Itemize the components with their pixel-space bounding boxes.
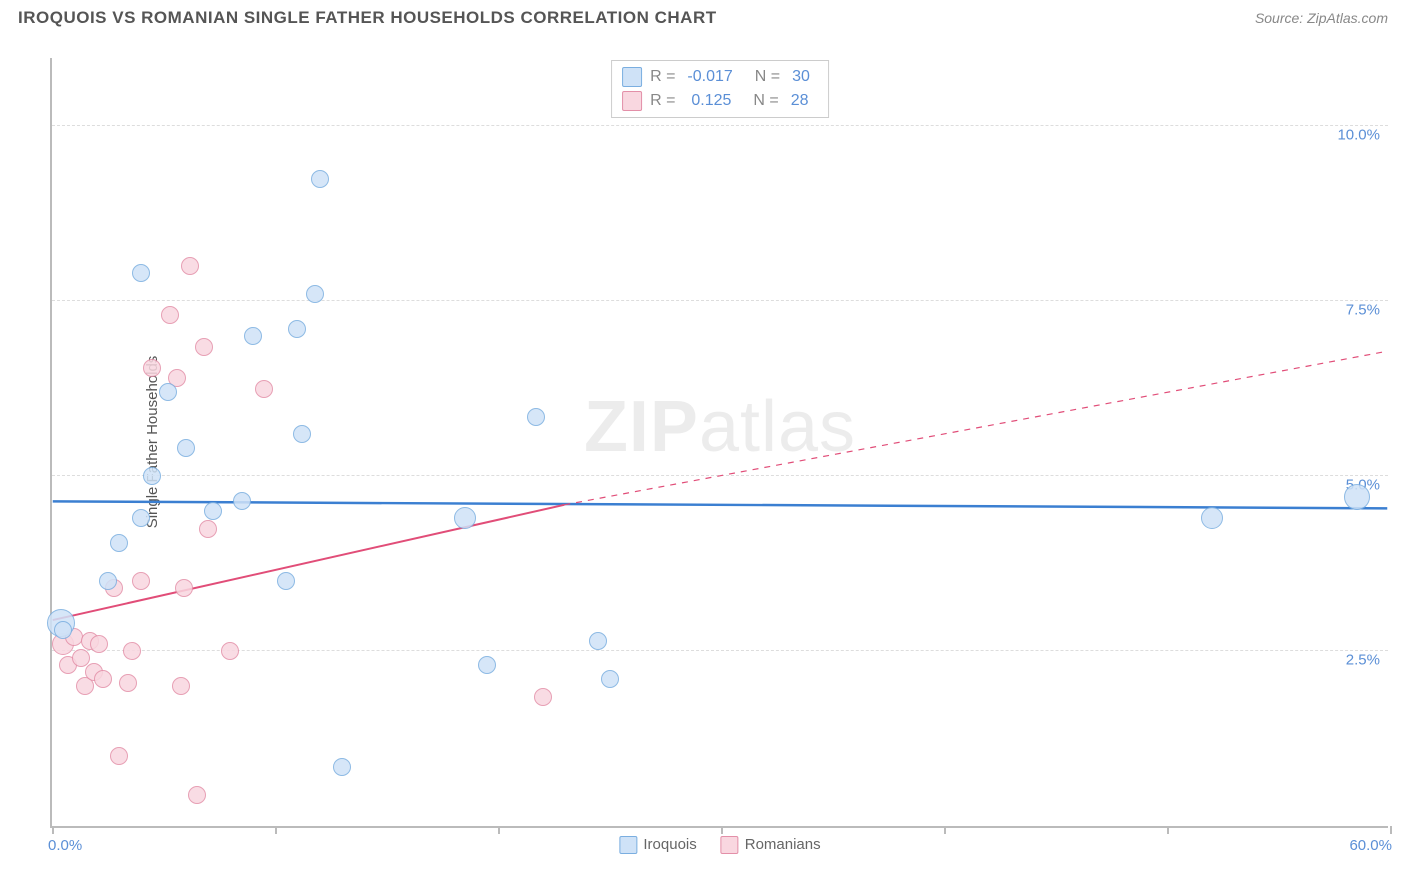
data-point [110, 747, 128, 765]
x-tick [275, 826, 277, 834]
data-point [123, 642, 141, 660]
x-tick [498, 826, 500, 834]
data-point [90, 635, 108, 653]
data-point [221, 642, 239, 660]
source-label: Source: ZipAtlas.com [1255, 10, 1388, 26]
x-min-label: 0.0% [48, 837, 82, 854]
x-tick [52, 826, 54, 834]
data-point [188, 786, 206, 804]
legend-swatch-iroquois [622, 67, 642, 87]
data-point [233, 492, 251, 510]
y-tick-label: 7.5% [1346, 302, 1380, 319]
data-point [333, 758, 351, 776]
data-point [99, 572, 117, 590]
data-point [527, 408, 545, 426]
gridline [52, 650, 1388, 651]
data-point [244, 327, 262, 345]
data-point [181, 257, 199, 275]
data-point [195, 338, 213, 356]
data-point [454, 507, 476, 529]
data-point [255, 380, 273, 398]
gridline [52, 300, 1388, 301]
data-point [478, 656, 496, 674]
data-point [175, 579, 193, 597]
data-point [119, 674, 137, 692]
data-point [1344, 484, 1370, 510]
legend-swatch-romanians [622, 91, 642, 111]
data-point [161, 306, 179, 324]
data-point [589, 632, 607, 650]
data-point [72, 649, 90, 667]
series-legend: Iroquois Romanians [619, 836, 820, 854]
x-tick [1390, 826, 1392, 834]
data-point [601, 670, 619, 688]
legend-item-romanians: Romanians [721, 836, 821, 854]
gridline [52, 475, 1388, 476]
data-point [277, 572, 295, 590]
x-tick [944, 826, 946, 834]
watermark: ZIPatlas [584, 386, 856, 468]
data-point [94, 670, 112, 688]
y-tick-label: 2.5% [1346, 652, 1380, 669]
data-point [306, 285, 324, 303]
data-point [132, 509, 150, 527]
x-tick [1167, 826, 1169, 834]
gridline [52, 125, 1388, 126]
data-point [199, 520, 217, 538]
data-point [311, 170, 329, 188]
data-point [143, 359, 161, 377]
data-point [159, 383, 177, 401]
data-point [143, 467, 161, 485]
legend-item-iroquois: Iroquois [619, 836, 696, 854]
data-point [293, 425, 311, 443]
data-point [288, 320, 306, 338]
y-tick-label: 10.0% [1337, 127, 1380, 144]
data-point [1201, 507, 1223, 529]
data-point [132, 264, 150, 282]
legend-row-iroquois: R = -0.017 N = 30 [622, 65, 814, 89]
data-point [172, 677, 190, 695]
x-tick [721, 826, 723, 834]
data-point [132, 572, 150, 590]
correlation-legend: R = -0.017 N = 30 R = 0.125 N = 28 [611, 60, 829, 118]
data-point [534, 688, 552, 706]
legend-row-romanians: R = 0.125 N = 28 [622, 89, 814, 113]
x-max-label: 60.0% [1349, 837, 1392, 854]
y-axis-label: Single Father Households [144, 356, 161, 529]
data-point [110, 534, 128, 552]
data-point [204, 502, 222, 520]
data-point [177, 439, 195, 457]
plot-area: Single Father Households ZIPatlas 2.5%5.… [50, 58, 1388, 828]
trend-lines [52, 58, 1388, 826]
data-point [54, 621, 72, 639]
chart-title: IROQUOIS VS ROMANIAN SINGLE FATHER HOUSE… [18, 8, 717, 28]
